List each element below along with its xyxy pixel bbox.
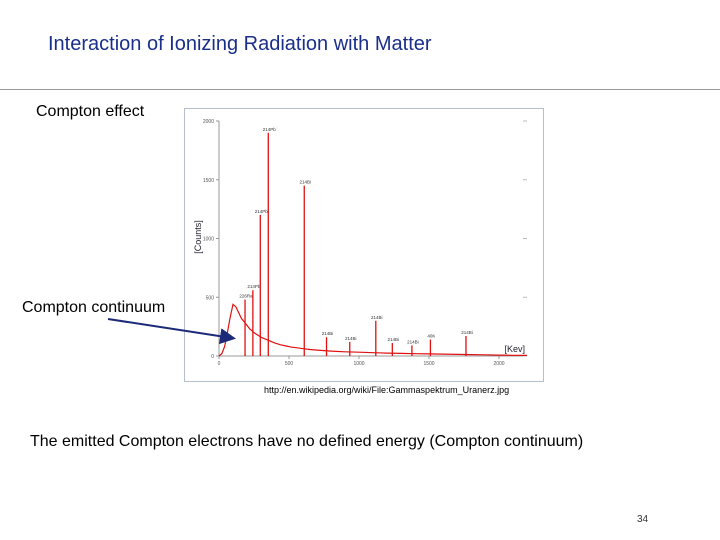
- gamma-spectrum-chart: 0 500 1000 1500 2000 0 500 1000 1500 2000 [Counts]…: [184, 108, 544, 382]
- y-axis-label: [Counts]: [193, 220, 203, 254]
- x-tick-label: 1500: [423, 361, 434, 367]
- source-url: http://en.wikipedia.org/wiki/File:Gammas…: [264, 385, 510, 395]
- page-number: 34: [637, 514, 649, 525]
- title-divider: [0, 89, 720, 90]
- x-tick-label: 500: [285, 361, 294, 367]
- peak-label: 214Bi: [388, 337, 400, 342]
- y-tick-label: 1500: [203, 178, 214, 184]
- peak-label: 214Bi: [322, 331, 334, 336]
- peak-label: 214Pb: [255, 209, 269, 214]
- compton-effect-label: Compton effect: [36, 103, 145, 120]
- x-tick-label: 1000: [353, 361, 364, 367]
- y-tick-label: 1000: [203, 237, 214, 243]
- y-tick-label: 500: [206, 295, 215, 301]
- peak-label: 214Bi: [300, 180, 312, 185]
- x-axis-label: [Kev]: [504, 344, 525, 354]
- y-tick-label: 2000: [203, 119, 214, 125]
- peak-label: 214Bi: [371, 315, 383, 320]
- peak-label: 214Pb: [247, 284, 261, 289]
- peak-label: 214Bi: [407, 339, 419, 344]
- slide-title: Interaction of Ionizing Radiation with M…: [48, 33, 432, 55]
- peak-label: 214Pb: [263, 127, 277, 132]
- y-tick-label: 0: [211, 354, 214, 360]
- slide-caption: The emitted Compton electrons have no de…: [30, 433, 584, 450]
- x-tick-label: 2000: [493, 361, 504, 367]
- spectrum-plot: 0 500 1000 1500 2000 0 500 1000 1500 2000 [Counts]…: [193, 119, 528, 367]
- x-tick-label: 0: [218, 361, 221, 367]
- peak-label: 226Ra: [239, 294, 253, 299]
- peak-label: 40K: [427, 334, 435, 339]
- compton-continuum-label: Compton continuum: [22, 299, 166, 316]
- continuum-arrow: [107, 318, 236, 345]
- compton-continuum-series: [218, 303, 528, 357]
- peak-label: 214Bi: [345, 336, 357, 341]
- peak-label: 214Bi: [461, 330, 473, 335]
